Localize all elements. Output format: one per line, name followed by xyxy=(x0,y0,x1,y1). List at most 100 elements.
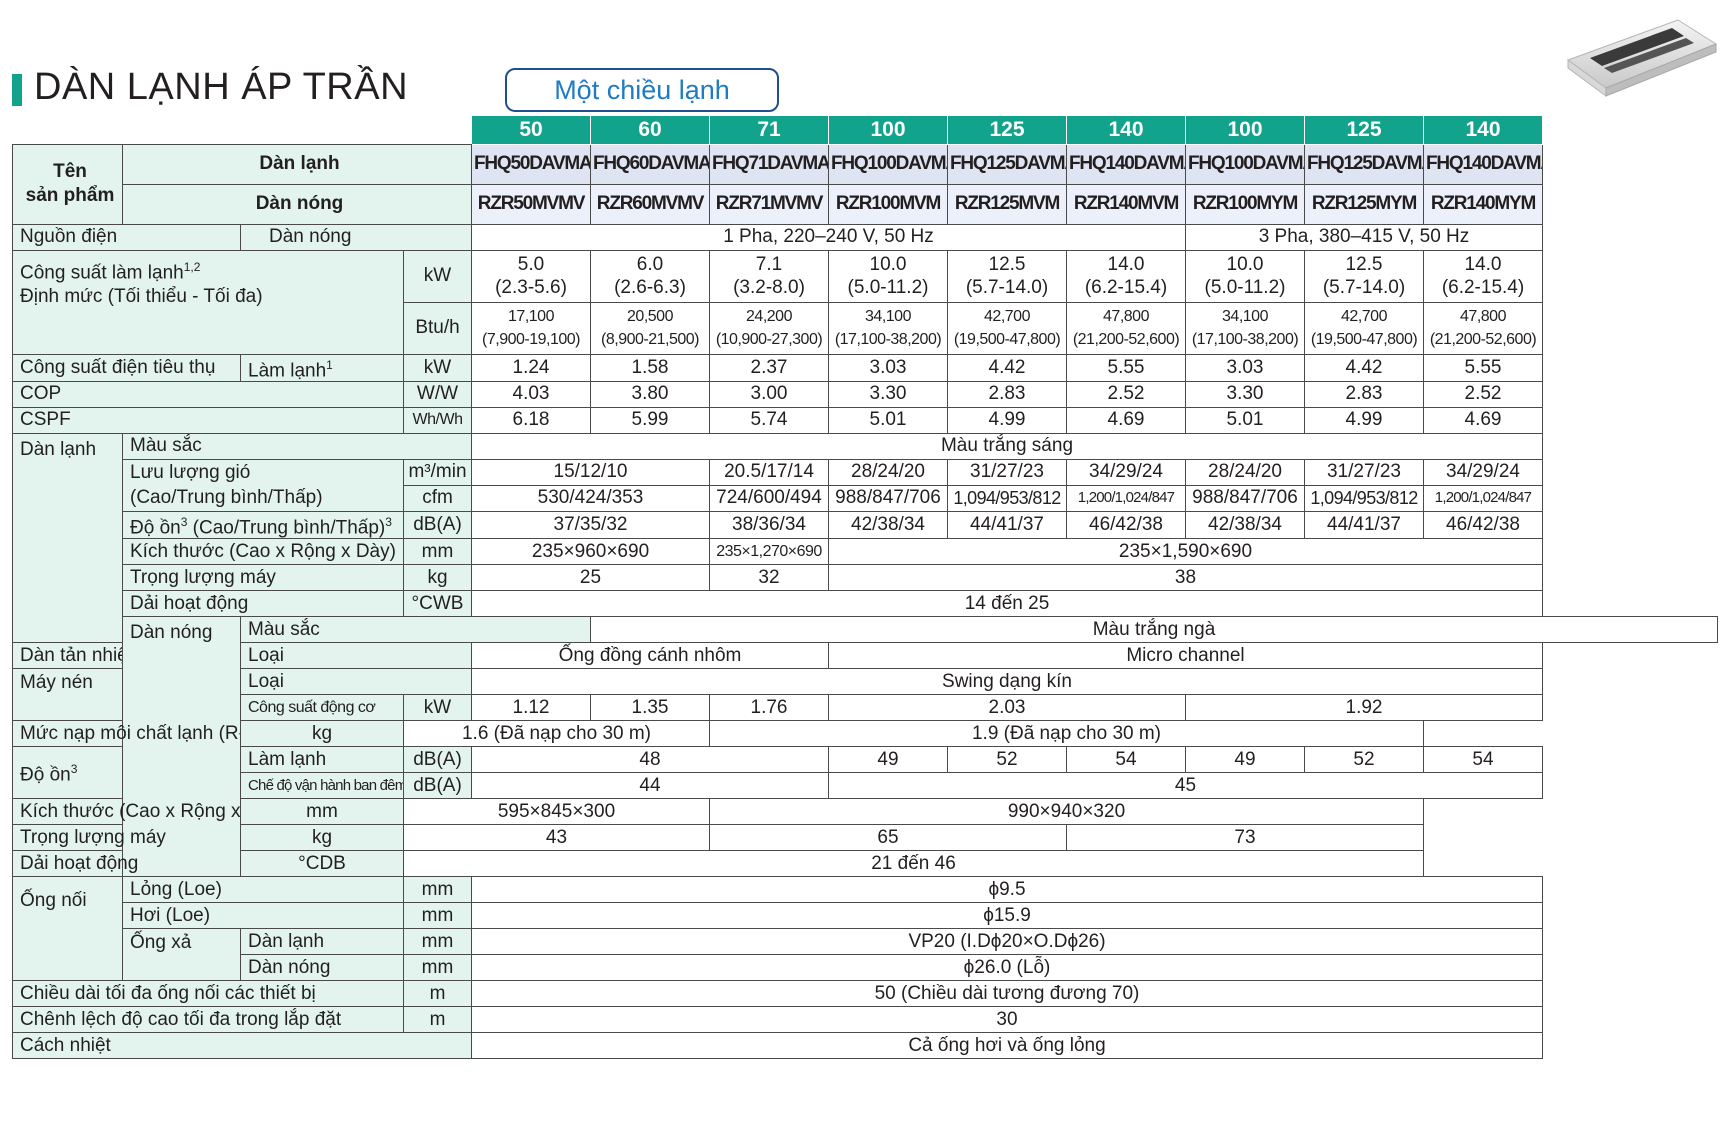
capacity-kw-nominal: 12.5 xyxy=(1345,254,1383,275)
outdoor-weight-cell: 43 xyxy=(403,824,710,852)
airflow-cfm-row: cfm 530/424/353 724/600/494 988/847/706 … xyxy=(13,484,1718,512)
capacity-btu-nominal: 17,100 xyxy=(508,308,554,325)
power-input-cell: 5.55 xyxy=(1066,353,1186,382)
power-source-value: 1 Pha, 220–240 V, 50 Hz xyxy=(471,223,1186,251)
capacity-kw-range: (5.0-11.2) xyxy=(847,277,929,298)
compressor-type-row: Máy nén Loại Swing dạng kín xyxy=(12,668,1718,722)
indoor-model: FHQ60DAVMA xyxy=(590,143,710,185)
compressor-label: Máy nén xyxy=(12,668,123,722)
airflow-cfm-cell: 988/847/706 xyxy=(828,484,948,512)
capacity-kw-range: (5.7-14.0) xyxy=(1322,277,1406,298)
capacity-btu-range: (17,100-38,200) xyxy=(834,331,942,348)
motor-output-row: Công suất động cơ kW 1.12 1.35 1.76 2.03… xyxy=(13,694,1718,722)
indoor-sound-cell: 42/38/34 xyxy=(1185,510,1305,540)
capacity-kw-cell: 14.0 (6.2-15.4) xyxy=(1066,249,1186,303)
refrigerant-value: 1.6 (Đã nạp cho 30 m) xyxy=(403,720,710,748)
capacity-kw-range: (6.2-15.4) xyxy=(1084,277,1168,298)
motor-output-cell: 1.76 xyxy=(709,694,829,722)
capacity-kw-nominal: 7.1 xyxy=(755,254,783,275)
drain-indoor-label: Dàn lạnh xyxy=(240,928,404,956)
heat-exchanger-row: Dàn tản nhiệt Loại Ống đồng cánh nhôm Mi… xyxy=(12,642,1718,670)
capacity-btu-nominal: 20,500 xyxy=(627,308,673,325)
capacity-btu-cell: 47,800 (21,200-52,600) xyxy=(1066,301,1186,355)
cooling-capacity-label: Công suất làm lạnh1,2 Định mức (Tối thiể… xyxy=(12,249,404,355)
outdoor-color-value: Màu trắng ngà xyxy=(590,616,1718,644)
title-accent-bar xyxy=(12,74,22,106)
indoor-model: FHQ100DAVMA xyxy=(828,143,948,185)
indoor-model-row: Tên sản phẩm Dàn lạnh FHQ50DAVMA FHQ60DA… xyxy=(12,143,1718,225)
outdoor-weight-cell: 73 xyxy=(1066,824,1424,852)
indoor-model: FHQ140DAVMA xyxy=(1423,143,1543,185)
capacity-btu-cell: 47,800 (21,200-52,600) xyxy=(1423,301,1543,355)
cop-cell: 2.52 xyxy=(1423,380,1543,408)
night-mode-row: Chế độ vận hành ban đêm dB(A) 44 45 xyxy=(13,772,1718,800)
airflow-cfm-cell: 1,094/953/812 xyxy=(1304,484,1424,512)
drain-outdoor-label: Dàn nóng xyxy=(240,954,404,982)
outdoor-sound-cell: 49 xyxy=(828,746,948,774)
outdoor-model: RZR100MVM xyxy=(828,183,948,225)
motor-output-cell: 1.12 xyxy=(471,694,591,722)
capacity-kw-nominal: 5.0 xyxy=(517,254,545,275)
capacity-kw-cell: 10.0 (5.0-11.2) xyxy=(828,249,948,303)
unit-mm: mm xyxy=(403,928,472,956)
outdoor-sound-cell: 49 xyxy=(1185,746,1305,774)
capacity-cell: 60 xyxy=(590,116,710,145)
rated-text: Định mức (Tối thiểu - Tối đa) xyxy=(20,285,263,307)
cspf-row: CSPF Wh/Wh 6.18 5.99 5.74 5.01 4.99 4.69… xyxy=(12,406,1718,434)
indoor-sound-cell: 44/41/37 xyxy=(1304,510,1424,540)
capacity-btu-nominal: 34,100 xyxy=(865,308,911,325)
cop-cell: 3.30 xyxy=(828,380,948,408)
capacity-btu-range: (17,100-38,200) xyxy=(1191,331,1299,348)
unit-mm: mm xyxy=(240,798,404,826)
capacity-btu-nominal: 42,700 xyxy=(984,308,1030,325)
motor-output-cell: 1.35 xyxy=(590,694,710,722)
compressor-type-value: Swing dạng kín xyxy=(471,668,1543,696)
cooling-capacity-text: Công suất làm lạnh xyxy=(20,261,184,283)
outdoor-model: RZR100MYM xyxy=(1185,183,1305,225)
drain-outdoor-value: ϕ26.0 (Lỗ) xyxy=(471,954,1543,982)
indoor-dimensions-label: Kích thước (Cao x Rộng x Dày) xyxy=(122,538,404,566)
unit-kg: kg xyxy=(240,720,404,748)
power-input-cell: 4.42 xyxy=(947,353,1067,382)
outdoor-sound-cell: 48 xyxy=(471,746,829,774)
capacity-cell: 50 xyxy=(471,116,591,145)
indoor-color-row: Dàn lạnh Màu sắc Màu trắng sáng xyxy=(12,432,1718,644)
night-mode-cell: 44 xyxy=(471,772,829,800)
power-input-cooling-text: Làm lạnh xyxy=(248,359,327,381)
airflow-m3-cell: 28/24/20 xyxy=(1185,458,1305,486)
outdoor-sound-label: Độ ồn3 xyxy=(12,746,123,800)
cop-cell: 2.83 xyxy=(947,380,1067,408)
outdoor-range-row: Dải hoạt động °CDB 21 đến 46 xyxy=(12,850,1718,878)
airflow-cfm-cell: 1,200/1,024/847 xyxy=(1423,484,1543,512)
cop-row: COP W/W 4.03 3.80 3.00 3.30 2.83 2.52 3.… xyxy=(12,380,1718,408)
airflow-m3-cell: 31/27/23 xyxy=(947,458,1067,486)
unit-m3min: m³/min xyxy=(403,458,472,486)
gas-pipe-row: Hơi (Loe) mm ϕ15.9 xyxy=(13,902,1718,930)
capacity-cell: 100 xyxy=(1185,116,1305,145)
indoor-sound-cell: 37/35/32 xyxy=(471,510,710,540)
capacity-kw-cell: 5.0 (2.3-5.6) xyxy=(471,249,591,303)
cspf-cell: 5.01 xyxy=(1185,406,1305,434)
indoor-dimensions-cell: 235×1,270×690 xyxy=(709,538,829,566)
unit-dba: dB(A) xyxy=(403,772,472,800)
indoor-unit-label: Dàn lạnh xyxy=(122,143,472,185)
heat-exchanger-value: Micro channel xyxy=(828,642,1543,670)
indoor-sound-cell: 46/42/38 xyxy=(1423,510,1543,540)
indoor-model: FHQ140DAVMA xyxy=(1066,143,1186,185)
indoor-color-value: Màu trắng sáng xyxy=(471,432,1543,460)
indoor-dimensions-row: Kích thước (Cao x Rộng x Dày) mm 235×960… xyxy=(13,538,1718,566)
sound-footnote: 3 xyxy=(180,514,188,529)
indoor-sound-row: Độ ồn3 (Cao/Trung bình/Thấp)3 dB(A) 37/3… xyxy=(13,510,1718,540)
capacity-btu-cell: 42,700 (19,500-47,800) xyxy=(947,301,1067,355)
unit-kw: kW xyxy=(403,249,472,303)
capacity-cell: 125 xyxy=(947,116,1067,145)
capacity-btu-nominal: 47,800 xyxy=(1460,308,1506,325)
capacity-kw-nominal: 6.0 xyxy=(636,254,664,275)
capacity-kw-nominal: 10.0 xyxy=(1226,254,1264,275)
power-input-cooling-label: Làm lạnh1 xyxy=(240,353,404,382)
indoor-sound-cell: 44/41/37 xyxy=(947,510,1067,540)
outdoor-model: RZR125MVM xyxy=(947,183,1067,225)
outdoor-sound-text: Độ ồn xyxy=(20,764,71,786)
page-header: DÀN LẠNH ÁP TRẦN Một chiều lạnh xyxy=(0,0,1728,120)
capacity-header-row: 50 60 71 100 125 140 100 125 140 xyxy=(12,116,1718,145)
